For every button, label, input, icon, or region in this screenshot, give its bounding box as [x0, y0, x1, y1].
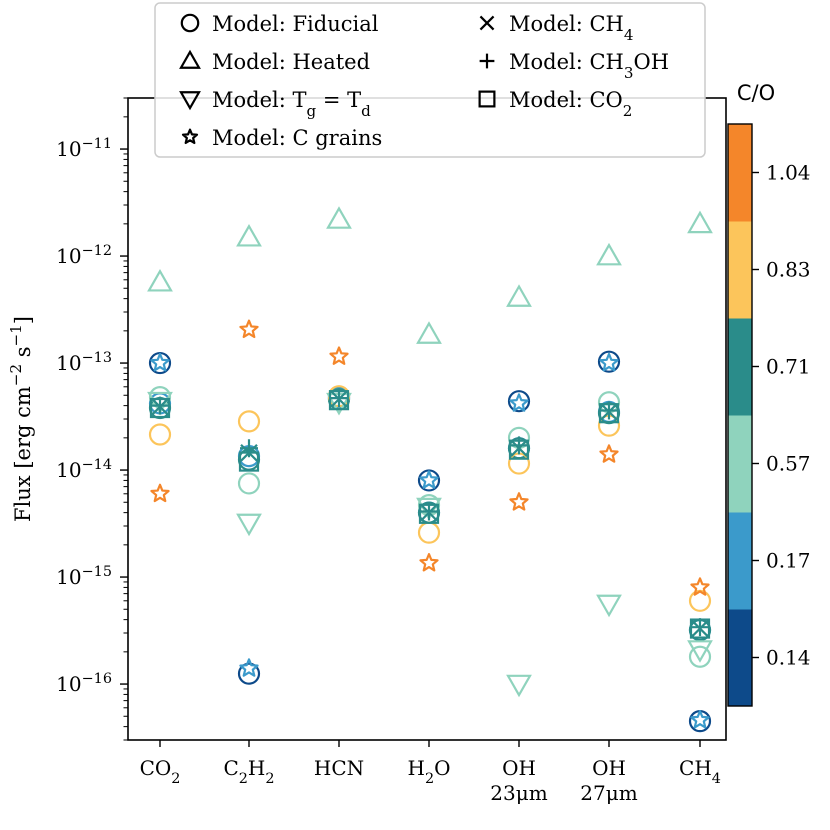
legend-marker-square — [478, 90, 496, 108]
y-axis-ticks: 10−16 10−15 10−14 10−13 10−12 10−11 — [56, 97, 128, 741]
data-point-plus — [240, 439, 258, 458]
colorbar-segment — [728, 512, 752, 610]
data-point-plus — [691, 618, 709, 637]
data-point-star — [419, 470, 439, 489]
data-point-circle — [148, 423, 172, 446]
data-point-triangle-up — [506, 284, 532, 307]
legend-label: Model: CO2 — [509, 88, 632, 120]
data-point-triangle-up — [596, 242, 622, 266]
colorbar: 0.14 0.17 0.57 0.71 0.83 1.04 C/O — [727, 81, 811, 707]
data-point-triangle-up — [687, 210, 713, 234]
data-point-square — [238, 451, 260, 472]
y-tick-label: 10−11 — [56, 136, 112, 161]
data-marks — [147, 206, 713, 733]
legend-label: Model: Fiducial — [212, 12, 379, 36]
legend-label: Model: Heated — [212, 50, 370, 74]
legend-box — [154, 2, 706, 158]
y-tick-label: 10−12 — [56, 243, 112, 268]
data-point-star — [239, 319, 259, 339]
x-tick-label: H2O — [407, 756, 450, 787]
colorbar-segment — [728, 318, 752, 416]
data-point-star — [509, 393, 529, 412]
data-point-triangle-up — [236, 223, 262, 247]
data-point-star — [150, 352, 170, 372]
data-point-triangle-down — [506, 674, 532, 698]
data-point-circle — [688, 589, 712, 612]
colorbar-segment — [728, 609, 752, 707]
colorbar-frame — [727, 123, 753, 707]
colorbar-segment — [728, 415, 752, 513]
x-tick-label: CH4 — [679, 756, 721, 787]
data-point-star — [239, 658, 259, 677]
legend: Model: Fiducial Model: Heated Model: Tg = … — [154, 2, 706, 158]
data-point-plus — [510, 436, 528, 455]
colorbar-segment — [728, 124, 752, 222]
x-tick-label: CO2 — [140, 756, 181, 787]
data-point-triangle-down — [687, 640, 713, 663]
legend-label: Model: CH4 — [509, 12, 634, 44]
data-point-star — [419, 553, 439, 572]
legend-label: Model: C grains — [212, 126, 382, 150]
data-point-square — [508, 439, 530, 460]
legend-marker-triangle-up — [179, 49, 201, 69]
colorbar-tick-label: 1.04 — [766, 161, 811, 185]
colorbar-tick-label: 0.14 — [766, 646, 811, 670]
legend-label: Model: Tg = Td — [212, 88, 371, 120]
legend-marker-x — [479, 15, 495, 31]
data-point-circle — [237, 410, 261, 433]
data-point-star — [329, 346, 349, 365]
colorbar-segment — [728, 221, 752, 319]
y-tick-label: 10−16 — [56, 671, 112, 696]
colorbar-title: C/O — [737, 81, 775, 105]
colorbar-tick-label: 0.83 — [766, 258, 811, 282]
plot-axes — [127, 97, 727, 741]
data-point-square — [598, 403, 620, 424]
x-tick-label-line2: 23μm — [490, 781, 547, 805]
data-point-triangle-down — [236, 513, 262, 537]
data-point-star — [599, 352, 619, 372]
x-tick-label: C2H2 — [223, 756, 274, 787]
colorbar-tick-label: 0.71 — [766, 355, 811, 379]
x-tick-label: OH — [592, 756, 626, 780]
data-point-star — [150, 483, 170, 503]
x-tick-label: HCN — [314, 756, 364, 780]
y-axis-title: Flux [erg cm−2 s−1] — [7, 316, 35, 522]
data-point-circle — [688, 710, 712, 733]
legend-marker-star — [181, 128, 199, 145]
data-point-circle — [507, 390, 531, 413]
legend-label: Model: CH3OH — [509, 50, 669, 82]
x-tick-label-line2: 27μm — [580, 781, 637, 805]
data-point-star — [690, 577, 710, 596]
y-axis-label: Flux [erg cm−2 s−1] — [7, 316, 35, 522]
data-point-square — [418, 503, 440, 524]
data-point-star — [599, 444, 619, 463]
y-tick-label: 10−15 — [56, 564, 112, 589]
data-point-circle — [417, 521, 441, 544]
data-point-star — [509, 492, 529, 511]
data-point-triangle-down — [596, 594, 622, 618]
data-point-circle — [237, 472, 261, 495]
data-point-triangle-up — [326, 206, 352, 229]
colorbar-tick-label: 0.57 — [766, 452, 811, 476]
data-point-star — [690, 710, 710, 729]
data-point-circle — [597, 350, 621, 373]
x-tick-label: OH — [502, 756, 536, 780]
data-point-circle — [237, 662, 261, 685]
data-point-square — [689, 618, 711, 639]
data-point-square — [328, 390, 350, 411]
legend-marker-plus — [479, 53, 495, 69]
data-point-square — [149, 397, 171, 419]
data-point-circle — [688, 645, 712, 668]
data-point-triangle-up — [147, 268, 173, 292]
legend-marker-circle — [180, 13, 200, 33]
plot-frame — [127, 97, 727, 741]
legend-marker-triangle-down — [179, 91, 201, 111]
data-point-triangle-up — [416, 321, 442, 344]
y-tick-label: 10−14 — [56, 457, 112, 482]
y-tick-label: 10−13 — [56, 350, 112, 375]
colorbar-tick-label: 0.17 — [766, 549, 811, 573]
